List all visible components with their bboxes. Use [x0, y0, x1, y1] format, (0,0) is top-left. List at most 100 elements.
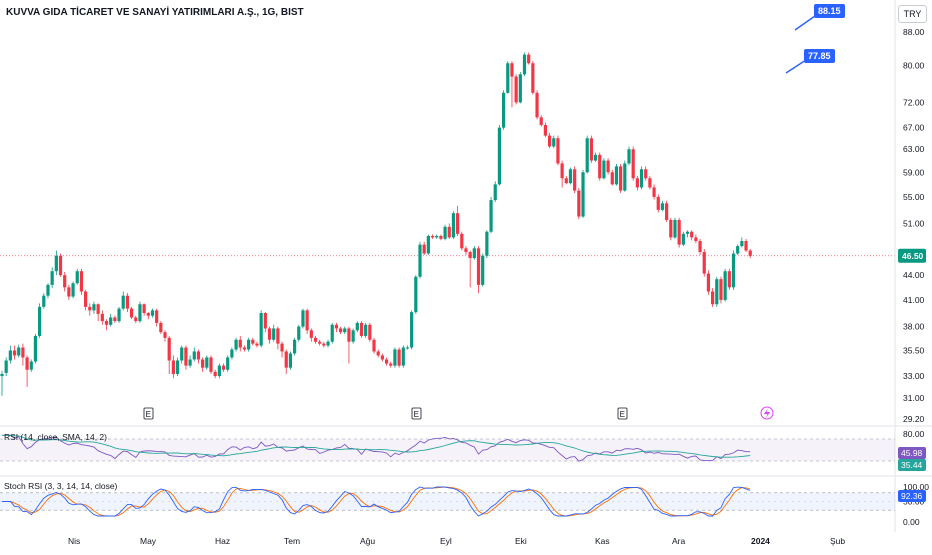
price-axis-tick: 33.00	[903, 371, 925, 381]
candle-body	[313, 337, 318, 342]
candle-body	[514, 76, 518, 103]
candle-body	[364, 324, 368, 336]
candle-body	[723, 271, 727, 300]
candle-body	[430, 235, 435, 238]
candle-body	[652, 187, 656, 197]
earnings-marker-label: E	[620, 410, 625, 419]
candle-body	[393, 349, 397, 366]
candle-body	[75, 271, 79, 284]
target-price-label-high[interactable]: 88.15	[814, 4, 845, 18]
candle-body	[719, 279, 723, 300]
candle-body	[690, 231, 694, 238]
candle-body	[125, 295, 129, 309]
candle-body	[184, 347, 188, 366]
candle-body	[217, 365, 221, 377]
candle-body	[460, 233, 464, 249]
candle-body	[230, 349, 234, 358]
candle-body	[88, 306, 92, 311]
candle-body	[568, 169, 573, 184]
time-axis-label: Ara	[672, 536, 686, 546]
candle-body	[330, 324, 334, 342]
lightning-icon	[764, 408, 770, 418]
target-price-label-low[interactable]: 77.85	[804, 49, 835, 63]
price-axis-tick: 67.00	[903, 123, 925, 133]
candle-body	[581, 172, 585, 217]
candle-body	[113, 317, 117, 322]
candle-body	[142, 304, 146, 314]
candle-body	[627, 149, 631, 164]
candle-body	[376, 351, 380, 356]
currency-button[interactable]: TRY	[898, 5, 927, 23]
price-axis-tick: 55.00	[903, 192, 925, 202]
candle-body	[175, 360, 180, 374]
last-price-label: 46.50	[902, 251, 924, 261]
candle-body	[715, 279, 719, 305]
stoch-axis-tick: 100.00	[903, 482, 929, 492]
candle-body	[639, 169, 644, 188]
candle-body	[201, 359, 205, 368]
price-axis-tick: 41.00	[903, 295, 925, 305]
candle-body	[54, 255, 58, 272]
candle-body	[560, 163, 564, 179]
rsi-sma-label: 35.44	[901, 460, 923, 470]
candle-body	[464, 248, 468, 253]
candle-body	[293, 339, 297, 354]
time-axis-label: Tem	[284, 536, 300, 546]
candle-body	[92, 304, 96, 311]
candle-body	[614, 166, 619, 185]
candle-body	[397, 349, 401, 366]
price-axis-tick: 88.00	[903, 27, 925, 37]
candle-body	[67, 287, 71, 297]
candle-body	[702, 252, 706, 274]
time-axis-label: May	[140, 536, 157, 546]
candle-body	[384, 359, 389, 364]
price-axis-tick: 72.00	[903, 97, 925, 107]
candle-body	[63, 275, 67, 288]
candle-body	[276, 328, 280, 344]
time-axis-label: Ağu	[360, 536, 375, 546]
candle-body	[104, 321, 109, 325]
earnings-marker	[143, 407, 154, 420]
rsi-sma-badge	[898, 459, 926, 471]
candle-body	[355, 322, 359, 331]
candle-body	[443, 226, 447, 239]
candle-body	[426, 235, 430, 254]
candle-body	[326, 341, 330, 346]
candle-body	[288, 353, 293, 368]
candle-body	[589, 138, 593, 161]
time-axis-label: Haz	[215, 536, 230, 546]
candle-body	[134, 317, 138, 322]
candle-body	[359, 322, 364, 336]
candle-body	[731, 253, 736, 288]
candle-body	[267, 328, 272, 340]
candle-body	[410, 312, 414, 348]
candle-body	[259, 313, 263, 346]
stoch-value-badge	[898, 490, 926, 502]
candle-body	[623, 163, 627, 191]
stoch-rsi-indicator-title[interactable]: Stoch RSI (3, 3, 14, 14, close)	[4, 481, 118, 491]
candle-body	[610, 172, 614, 185]
candle-body	[159, 322, 163, 333]
candle-body	[472, 248, 476, 259]
candle-body	[543, 125, 547, 136]
candle-body	[740, 241, 744, 247]
candle-body	[50, 271, 54, 285]
target-arrow-low	[785, 59, 807, 74]
candle-body	[100, 313, 104, 322]
candle-body	[531, 63, 535, 93]
candle-body	[389, 363, 393, 366]
candle-body	[4, 360, 8, 373]
candle-body	[711, 291, 715, 305]
rsi-axis-tick: 80.00	[903, 429, 925, 439]
candle-body	[489, 200, 493, 232]
candle-body	[493, 184, 497, 201]
candle-body	[192, 351, 196, 360]
candle-body	[21, 347, 25, 358]
candle-body	[401, 347, 405, 366]
candle-body	[422, 244, 426, 254]
rsi-indicator-title[interactable]: RSI (14, close, SMA, 14, 2)	[4, 432, 107, 442]
price-axis-tick: 31.00	[903, 393, 925, 403]
candle-body	[0, 373, 4, 377]
